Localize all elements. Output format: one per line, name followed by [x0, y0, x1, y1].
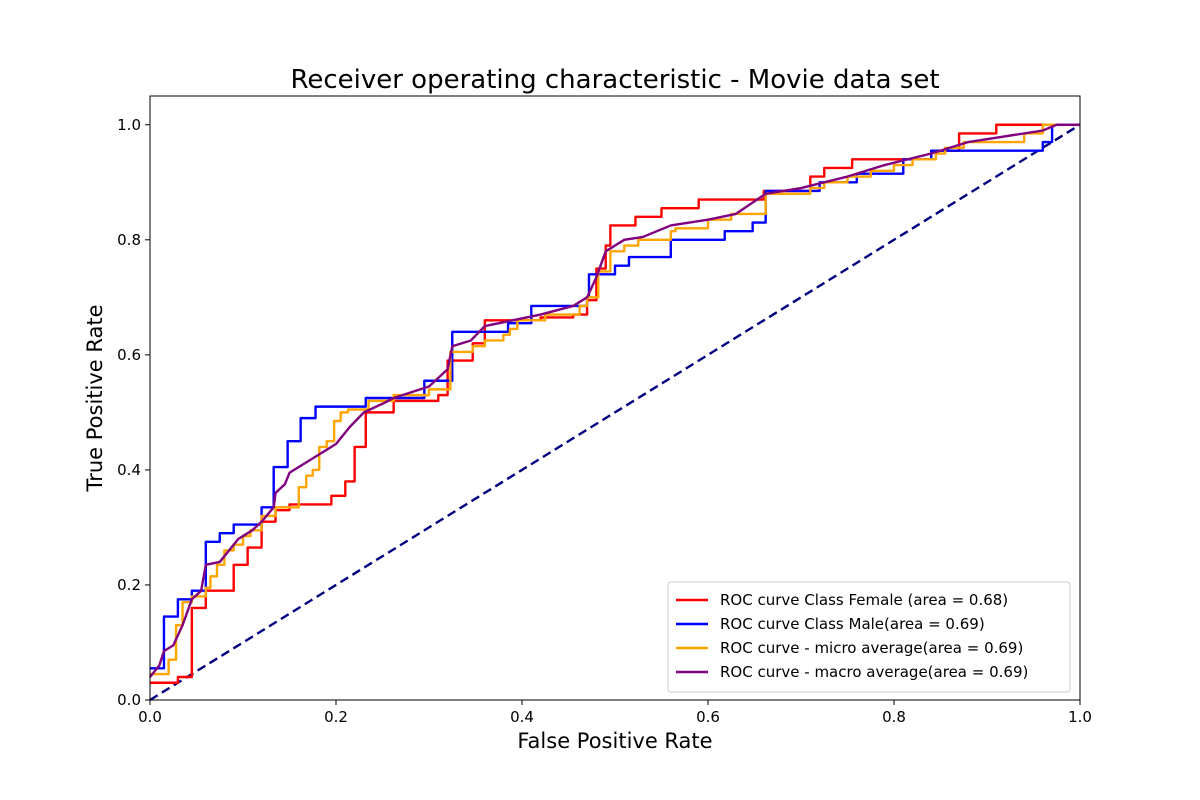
x-tick-label: 1.0 — [1068, 708, 1092, 726]
series-line-4 — [149, 123, 1081, 702]
chart-title: Receiver operating characteristic - Movi… — [290, 65, 939, 95]
y-tick-label: 0.6 — [117, 346, 141, 364]
y-axis-title: True Positive Rate — [83, 304, 107, 492]
y-axis: 0.0 0.2 0.4 0.6 0.8 1.0 — [117, 116, 150, 709]
y-tick-label: 0.2 — [117, 576, 141, 594]
x-axis-title: False Positive Rate — [517, 729, 712, 753]
x-tick-label: 0.8 — [882, 708, 906, 726]
legend-label: ROC curve Class Male(area = 0.69) — [720, 615, 985, 633]
y-tick-label: 0.0 — [117, 691, 141, 709]
y-tick-label: 0.4 — [117, 461, 141, 479]
legend-label: ROC curve Class Female (area = 0.68) — [720, 591, 1008, 609]
x-tick-label: 0.6 — [696, 708, 720, 726]
series-line-3 — [149, 123, 1080, 678]
legend-label: ROC curve - micro average(area = 0.69) — [720, 639, 1023, 657]
y-tick-label: 1.0 — [117, 116, 141, 134]
x-tick-label: 0.0 — [138, 708, 162, 726]
legend-box — [667, 581, 1071, 693]
x-tick-label: 0.4 — [510, 708, 534, 726]
series-line-1 — [150, 123, 1080, 670]
plot-area — [149, 123, 1081, 702]
x-axis: 0.0 0.2 0.4 0.6 0.8 1.0 — [138, 700, 1092, 726]
x-tick-label: 0.2 — [324, 708, 348, 726]
legend-label: ROC curve - macro average(area = 0.69) — [720, 663, 1028, 681]
legend: ROC curve Class Female (area = 0.68) ROC … — [667, 581, 1071, 693]
y-tick-label: 0.8 — [117, 231, 141, 249]
axes-frame — [149, 95, 1081, 701]
